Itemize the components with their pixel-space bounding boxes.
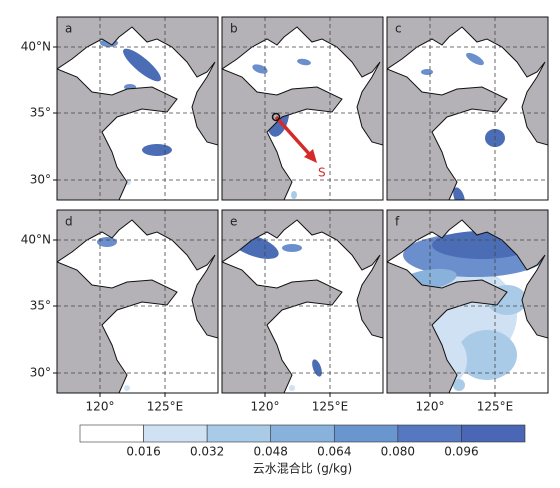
cloud-water-area xyxy=(421,69,433,75)
panel-frame xyxy=(221,16,384,201)
land xyxy=(57,261,178,393)
panel-frame xyxy=(386,16,549,201)
land xyxy=(222,261,343,393)
map-content xyxy=(57,210,218,393)
cloud-water-area xyxy=(453,379,465,391)
cloud-water-area xyxy=(453,187,465,200)
map-panel: a 40°N 35° 30° xyxy=(21,16,219,201)
lat-label: 35° xyxy=(30,106,51,120)
map-content xyxy=(387,17,548,200)
panel-frame xyxy=(56,209,219,394)
land xyxy=(57,68,178,200)
colorbar-title: 云水混合比 (g/kg) xyxy=(253,461,352,476)
map-panel: f 120° 125°E xyxy=(386,209,549,414)
land xyxy=(387,261,508,393)
land xyxy=(57,210,218,339)
panel-label: f xyxy=(395,215,400,229)
cloud-water-area xyxy=(466,52,484,66)
land xyxy=(222,210,383,339)
panel-label: b xyxy=(230,22,238,36)
map-panel: c xyxy=(386,16,549,201)
land xyxy=(222,17,383,146)
cloud-water-area xyxy=(312,359,322,377)
map-panel: d 40°N 35° 30° 120° 125°E xyxy=(21,209,219,414)
arrow-head xyxy=(304,149,317,163)
colorbar-tick-label: 0.064 xyxy=(317,445,351,459)
colorbar-tick-label: 0.080 xyxy=(381,445,415,459)
panel-label: a xyxy=(65,22,72,36)
colorbar-segment xyxy=(270,424,335,443)
cloud-water-area xyxy=(123,48,161,82)
lon-label: 125°E xyxy=(312,400,349,414)
colorbar-segment xyxy=(143,424,208,443)
colorbar-segment xyxy=(79,424,144,443)
cloud-water-area xyxy=(291,191,297,199)
colorbar-tick-label: 0.016 xyxy=(126,445,160,459)
colorbar-tick-label: 0.096 xyxy=(444,445,478,459)
lat-label: 30° xyxy=(30,173,51,187)
arrow-start xyxy=(271,112,281,122)
lon-label: 120° xyxy=(86,400,115,414)
map-panel: e 120° 125°E xyxy=(221,209,384,414)
lat-label: 30° xyxy=(30,366,51,380)
lat-label: 40°N xyxy=(21,233,51,247)
lon-label: 125°E xyxy=(147,400,184,414)
land xyxy=(387,17,548,146)
cloud-water-area xyxy=(297,58,311,66)
cloud-water-area xyxy=(457,330,517,380)
colorbar-tick-label: 0.032 xyxy=(190,445,224,459)
map-content xyxy=(387,210,548,393)
lat-label: 40°N xyxy=(21,40,51,54)
map-content xyxy=(222,17,383,200)
panel-frame xyxy=(386,209,549,394)
map-panel: bS xyxy=(221,16,384,201)
land xyxy=(222,68,343,200)
colorbar-tick-label: 0.048 xyxy=(254,445,288,459)
panel-frame xyxy=(221,209,384,394)
colorbar-segment xyxy=(333,424,399,443)
cloud-water-area xyxy=(282,244,302,252)
colorbar-segment xyxy=(206,424,272,443)
cloud-water-area xyxy=(97,237,117,247)
lon-label: 120° xyxy=(416,400,445,414)
panel-frame xyxy=(56,16,219,201)
cloud-water-area xyxy=(142,144,172,156)
panel-label: e xyxy=(230,215,237,229)
map-content xyxy=(222,210,383,393)
annotation: S xyxy=(318,166,326,180)
colorbar-segment xyxy=(397,424,462,443)
cloud-water-area xyxy=(252,64,268,74)
arrow-shaft xyxy=(274,115,313,158)
cloud-water-area xyxy=(289,385,295,391)
land xyxy=(57,17,218,146)
panel-label: d xyxy=(65,215,73,229)
map-content xyxy=(57,17,218,200)
lon-label: 120° xyxy=(251,400,280,414)
cloud-water-area xyxy=(124,385,130,391)
lon-label: 125°E xyxy=(477,400,514,414)
lat-label: 35° xyxy=(30,299,51,313)
panel-label: c xyxy=(395,22,402,36)
land xyxy=(387,210,548,339)
land xyxy=(387,68,508,200)
colorbar-segment xyxy=(461,424,526,443)
